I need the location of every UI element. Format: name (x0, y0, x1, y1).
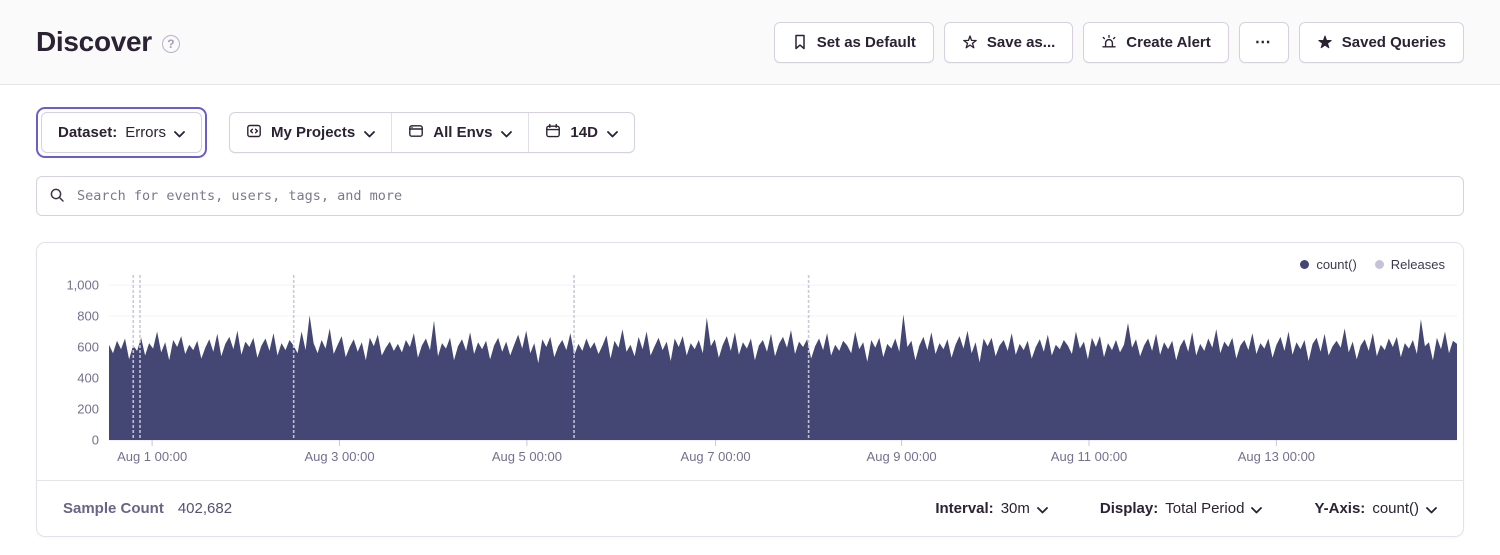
legend-dot-releases (1374, 259, 1384, 269)
calendar-icon (545, 123, 561, 143)
window-icon (408, 123, 424, 143)
chevron-down-icon (364, 125, 376, 142)
svg-text:400: 400 (77, 371, 99, 386)
chart-legend: count() Releases (37, 243, 1463, 273)
page-title: Discover (36, 26, 152, 57)
interval-dropdown[interactable]: Interval: 30m (935, 499, 1048, 518)
page-header: Discover ? Set as Default Save as... Cre… (0, 0, 1500, 85)
display-dropdown[interactable]: Display: Total Period (1100, 499, 1263, 518)
svg-text:1,000: 1,000 (66, 278, 99, 293)
help-icon[interactable]: ? (161, 35, 180, 53)
projects-dropdown[interactable]: My Projects (230, 113, 391, 152)
svg-text:Aug 1 00:00: Aug 1 00:00 (117, 449, 187, 464)
svg-text:Aug 3 00:00: Aug 3 00:00 (304, 449, 374, 464)
chevron-down-icon (607, 125, 618, 142)
environment-dropdown[interactable]: All Envs (391, 113, 528, 152)
legend-item-releases[interactable]: Releases (1374, 255, 1445, 273)
date-range-dropdown[interactable]: 14D (528, 113, 634, 152)
saved-queries-button[interactable]: Saved Queries (1298, 21, 1464, 63)
svg-text:Aug 5 00:00: Aug 5 00:00 (492, 449, 562, 464)
svg-text:0: 0 (92, 433, 99, 448)
svg-text:Aug 13 00:00: Aug 13 00:00 (1238, 449, 1315, 464)
sample-count: Sample Count 402,682 (63, 500, 233, 517)
sample-count-value: 402,682 (177, 500, 233, 517)
svg-text:600: 600 (77, 340, 99, 355)
search-input[interactable] (36, 176, 1464, 216)
y-axis-dropdown[interactable]: Y-Axis: count() (1314, 499, 1437, 518)
star-outline-icon (962, 34, 978, 50)
page-filter-group: My Projects All Envs (229, 112, 635, 153)
dataset-dropdown[interactable]: Dataset: Errors (41, 112, 203, 153)
filter-bar: Dataset: Errors My Projects (36, 107, 1464, 158)
svg-text:200: 200 (77, 402, 99, 417)
ellipsis-icon: ⋯ (1254, 34, 1273, 51)
create-alert-button[interactable]: Create Alert (1083, 21, 1229, 63)
legend-dot-count (1300, 259, 1310, 269)
project-icon (246, 123, 262, 143)
more-options-button[interactable]: ⋯ (1238, 21, 1289, 63)
chevron-down-icon (1426, 501, 1437, 518)
dataset-highlight-outline: Dataset: Errors (36, 107, 208, 158)
star-filled-icon (1317, 34, 1333, 50)
svg-text:800: 800 (77, 309, 99, 324)
svg-text:Aug 7 00:00: Aug 7 00:00 (681, 449, 751, 464)
svg-text:Aug 11 00:00: Aug 11 00:00 (1051, 449, 1127, 464)
chart-footer: Sample Count 402,682 Interval: 30m Displ… (37, 480, 1463, 536)
legend-item-count[interactable]: count() (1300, 255, 1357, 273)
search-box (36, 176, 1464, 216)
save-as-button[interactable]: Save as... (943, 21, 1074, 63)
header-actions: Set as Default Save as... Create Alert ⋯… (773, 21, 1464, 63)
chevron-down-icon (1036, 501, 1048, 518)
search-icon (49, 187, 66, 209)
bookmark-icon (792, 34, 808, 50)
events-chart-panel: count() Releases 0 200 400 600 800 1,000 Aug 1… (36, 242, 1464, 537)
chart-controls: Interval: 30m Display: Total Period Y-Ax… (935, 499, 1437, 518)
events-chart-svg[interactable]: 0 200 400 600 800 1,000 Aug 1 00:00 Aug 3 00:00… (37, 273, 1463, 473)
chevron-down-icon (501, 125, 513, 142)
chevron-down-icon (174, 125, 185, 142)
chevron-down-icon (1251, 501, 1263, 518)
svg-text:Aug 9 00:00: Aug 9 00:00 (867, 449, 937, 464)
alert-siren-icon (1101, 34, 1117, 50)
dataset-value: Errors (125, 124, 167, 141)
set-as-default-button[interactable]: Set as Default (773, 21, 934, 63)
